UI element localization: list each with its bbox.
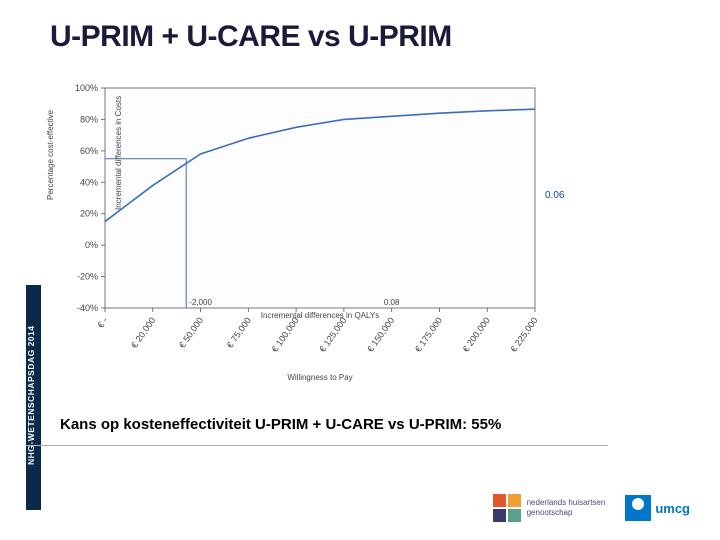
svg-text:Willingness to Pay: Willingness to Pay [287,373,352,382]
svg-text:€ 20,000: € 20,000 [129,315,157,349]
svg-text:100%: 100% [75,83,98,93]
nhg-logo: nederlands huisartsen genootschap [493,494,606,522]
divider [26,445,608,446]
svg-text:€ 225,000: € 225,000 [508,315,539,354]
svg-text:40%: 40% [80,177,98,187]
cost-effectiveness-chart: -40% -20% 0% 20% 40% 60% 80% 100% € - € 20,000 -2,… [60,80,605,385]
umcg-logo: umcg [625,495,690,521]
svg-text:0%: 0% [85,240,98,250]
svg-text:€ 200,000: € 200,000 [461,315,492,354]
svg-text:€ 150,000: € 150,000 [365,315,396,354]
slide: NHG-WETENSCHAPSDAG 2014 U-PRIM + U-CARE … [0,0,720,540]
svg-text:-20%: -20% [77,272,98,282]
svg-text:80%: 80% [80,114,98,124]
sidebar-banner: NHG-WETENSCHAPSDAG 2014 [26,285,41,510]
logo-bar: nederlands huisartsen genootschap umcg [493,494,690,522]
svg-text:0.06: 0.06 [545,190,565,201]
nhg-text-1: nederlands huisartsen [527,498,606,508]
svg-text:20%: 20% [80,209,98,219]
y-axis-label-outer: Percentage cost-effective [46,110,55,200]
svg-text:€ 125,000: € 125,000 [317,315,348,354]
nhg-text-2: genootschap [527,508,606,518]
y-axis-label-inner: Incremental differences in Costs [114,96,123,210]
svg-text:Incremental differences in QAL: Incremental differences in QALYs [261,311,379,320]
svg-text:€ 100,000: € 100,000 [270,315,301,354]
svg-text:-2,000: -2,000 [189,298,212,307]
svg-text:60%: 60% [80,146,98,156]
svg-text:-40%: -40% [77,303,98,313]
umcg-text: umcg [655,501,690,516]
caption-text: Kans op kosteneffectiviteit U-PRIM + U-C… [60,416,501,433]
svg-text:0.08: 0.08 [384,298,400,307]
svg-text:€ 50,000: € 50,000 [177,315,205,349]
svg-text:€ 175,000: € 175,000 [413,315,444,354]
svg-text:€ -: € - [95,315,109,329]
svg-text:€ 75,000: € 75,000 [225,315,253,349]
page-title: U-PRIM + U-CARE vs U-PRIM [50,20,452,54]
